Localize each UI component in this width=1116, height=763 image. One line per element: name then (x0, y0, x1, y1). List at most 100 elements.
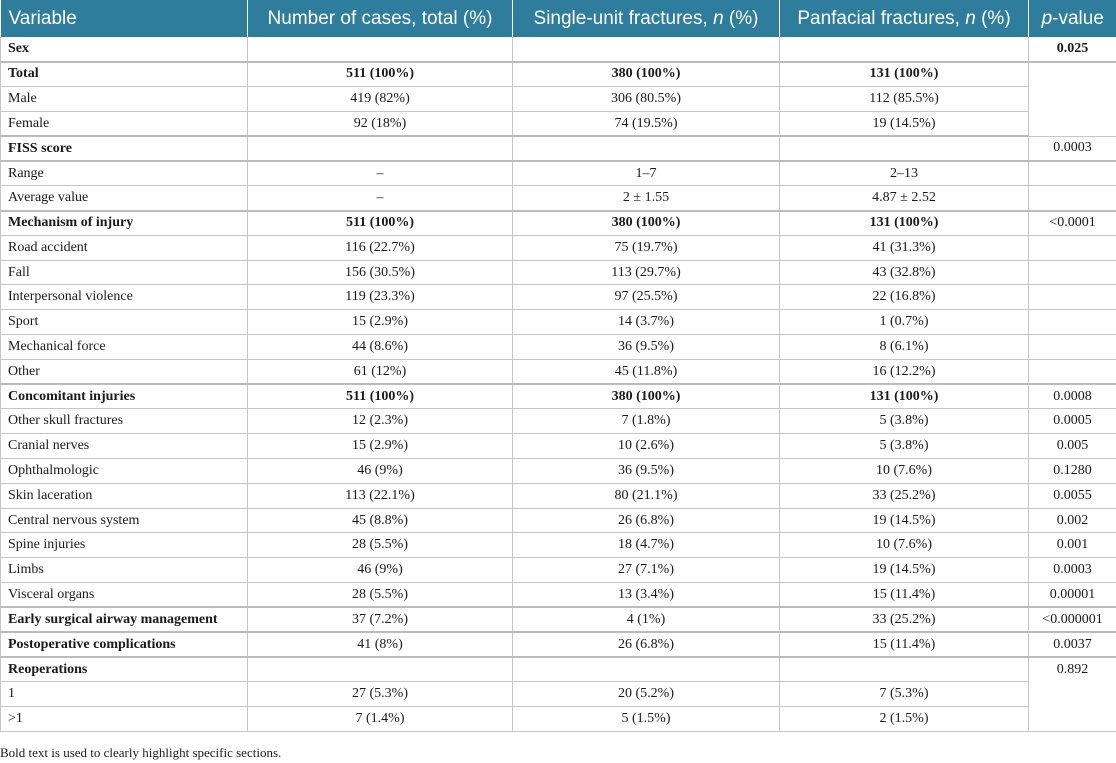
cell-total: – (247, 160, 513, 187)
cell-p-value (1028, 359, 1116, 386)
cell-total: 119 (23.3%) (247, 284, 513, 311)
table-row: Central nervous system 45 (8.8%) 26 (6.8… (0, 508, 1116, 534)
cell-p-value: 0.1280 (1028, 458, 1116, 484)
row-label: Mechanism of injury (0, 210, 248, 236)
data-table: Variable Number of cases, total (%) Sing… (0, 0, 1116, 732)
row-label: Sport (0, 309, 248, 336)
cell-panfacial: 19 (14.5%) (779, 508, 1029, 534)
table-row: Ophthalmologic 46 (9%) 36 (9.5%) 10 (7.6… (0, 458, 1116, 484)
row-label: FISS score (0, 136, 248, 162)
cell-single: 380 (100%) (512, 210, 780, 236)
cell-single: 113 (29.7%) (512, 260, 780, 286)
table-row: Female 92 (18%) 74 (19.5%) 19 (14.5%) (0, 111, 1116, 138)
cell-single: 36 (9.5%) (512, 458, 780, 484)
cell-total: – (247, 185, 513, 212)
cell-single (512, 136, 780, 162)
cell-panfacial: 19 (14.5%) (779, 111, 1029, 138)
row-label: Reoperations (0, 656, 248, 683)
row-label: >1 (0, 706, 248, 732)
cell-p-value: 0.0003 (1028, 557, 1116, 584)
row-label: Road accident (0, 235, 248, 261)
table-row: Early surgical airway management 37 (7.2… (0, 607, 1116, 634)
row-label: Limbs (0, 557, 248, 584)
cell-panfacial: 33 (25.2%) (779, 483, 1029, 509)
cell-single: 27 (7.1%) (512, 557, 780, 584)
cell-panfacial: 15 (11.4%) (779, 632, 1029, 658)
cell-p-value: 0.892 (1028, 656, 1116, 732)
cell-total: 511 (100%) (247, 61, 513, 88)
cell-single: 380 (100%) (512, 384, 780, 410)
row-label: Other (0, 359, 248, 386)
row-label: Cranial nerves (0, 433, 248, 460)
table-row: Limbs 46 (9%) 27 (7.1%) 19 (14.5%) 0.000… (0, 557, 1116, 584)
header-total: Number of cases, total (%) (247, 0, 513, 37)
table-row: Range – 1–7 2–13 (0, 160, 1116, 187)
cell-p-value: 0.001 (1028, 532, 1116, 559)
cell-total: 28 (5.5%) (247, 582, 513, 609)
cell-single: 1–7 (512, 160, 780, 187)
cell-total: 511 (100%) (247, 210, 513, 236)
cell-p-value (1028, 160, 1116, 187)
cell-panfacial: 5 (3.8%) (779, 408, 1029, 435)
cell-single: 14 (3.7%) (512, 309, 780, 336)
cell-total: 7 (1.4%) (247, 706, 513, 732)
row-label: Average value (0, 185, 248, 212)
cell-total: 419 (82%) (247, 86, 513, 112)
header-p-value: p-value (1041, 7, 1104, 29)
row-label: 1 (0, 681, 248, 708)
header-panfacial: Panfacial fractures, n (%) (779, 0, 1029, 37)
cell-panfacial: 4.87 ± 2.52 (779, 185, 1029, 212)
row-label: Early surgical airway management (0, 607, 248, 634)
cell-single: 74 (19.5%) (512, 111, 780, 138)
cell-total: 511 (100%) (247, 384, 513, 410)
cell-p-value: <0.000001 (1028, 607, 1116, 634)
cell-panfacial: 2–13 (779, 160, 1029, 187)
cell-total: 27 (5.3%) (247, 681, 513, 708)
table-row: 1 27 (5.3%) 20 (5.2%) 7 (5.3%) (0, 681, 1116, 708)
cell-total: 15 (2.9%) (247, 309, 513, 336)
cell-panfacial: 7 (5.3%) (779, 681, 1029, 708)
cell-panfacial: 43 (32.8%) (779, 260, 1029, 286)
cell-p-value: 0.0005 (1028, 408, 1116, 435)
table-row: Visceral organs 28 (5.5%) 13 (3.4%) 15 (… (0, 582, 1116, 609)
table-row: Skin laceration 113 (22.1%) 80 (21.1%) 3… (0, 483, 1116, 509)
cell-single: 20 (5.2%) (512, 681, 780, 708)
table-row: Sex 0.025 (0, 37, 1116, 63)
cell-p-value (1028, 309, 1116, 336)
row-label: Other skull fractures (0, 408, 248, 435)
row-label: Skin laceration (0, 483, 248, 509)
cell-panfacial (779, 656, 1029, 683)
row-label: Sex (0, 37, 248, 63)
cell-panfacial (779, 136, 1029, 162)
cell-panfacial: 131 (100%) (779, 61, 1029, 88)
cell-single: 306 (80.5%) (512, 86, 780, 112)
cell-panfacial: 16 (12.2%) (779, 359, 1029, 386)
cell-total: 156 (30.5%) (247, 260, 513, 286)
cell-panfacial: 5 (3.8%) (779, 433, 1029, 460)
cell-total: 44 (8.6%) (247, 334, 513, 360)
cell-p-value: 0.005 (1028, 433, 1116, 460)
table-row: Concomitant injuries 511 (100%) 380 (100… (0, 384, 1116, 410)
cell-single: 26 (6.8%) (512, 632, 780, 658)
table-row: Mechanical force 44 (8.6%) 36 (9.5%) 8 (… (0, 334, 1116, 360)
cell-p-value (1028, 185, 1116, 212)
table-row: >1 7 (1.4%) 5 (1.5%) 2 (1.5%) (0, 706, 1116, 732)
cell-panfacial: 15 (11.4%) (779, 582, 1029, 609)
cell-total (247, 656, 513, 683)
cell-panfacial: 131 (100%) (779, 384, 1029, 410)
table-footnote: Bold text is used to clearly highlight s… (0, 745, 282, 760)
cell-single (512, 37, 780, 63)
cell-total (247, 37, 513, 63)
cell-p-value (1028, 284, 1116, 311)
cell-single: 5 (1.5%) (512, 706, 780, 732)
table-row: Reoperations 0.892 (0, 656, 1116, 732)
cell-single: 26 (6.8%) (512, 508, 780, 534)
row-label: Male (0, 86, 248, 112)
cell-p-value (1028, 61, 1116, 137)
header-single: Single-unit fractures, n (%) (512, 0, 780, 37)
cell-p-value: 0.00001 (1028, 582, 1116, 609)
cell-p-value: 0.025 (1028, 37, 1116, 63)
cell-total: 41 (8%) (247, 632, 513, 658)
cell-total: 116 (22.7%) (247, 235, 513, 261)
cell-p-value: 0.0003 (1028, 136, 1116, 162)
